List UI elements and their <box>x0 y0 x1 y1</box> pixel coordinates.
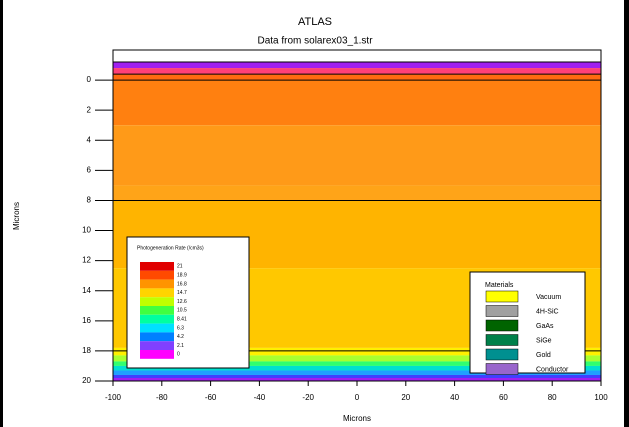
colorbar-swatch <box>140 341 174 350</box>
colorbar-swatch <box>140 314 174 324</box>
colorbar-swatch <box>140 350 174 359</box>
y-tick-label: 18 <box>82 346 91 355</box>
colorbar-label: 18.9 <box>177 273 187 279</box>
colorbar-label: 8.41 <box>177 317 187 323</box>
x-tick-label: 80 <box>548 393 557 402</box>
x-tick-label: -20 <box>302 393 314 402</box>
x-tick-label: 0 <box>355 393 360 402</box>
material-swatch <box>485 348 519 361</box>
y-tick-label: 20 <box>82 376 91 385</box>
colorbar-swatch <box>140 306 174 315</box>
frame-edge <box>0 0 3 427</box>
y-tick-label: 8 <box>87 196 92 205</box>
y-tick-label: 14 <box>82 286 91 295</box>
x-tick-label: -80 <box>156 393 168 402</box>
region-band <box>113 361 601 366</box>
colorbar-label: 10.5 <box>177 308 187 314</box>
colorbar-label: 12.6 <box>177 299 187 305</box>
region-band <box>113 365 601 371</box>
colorbar-swatch <box>140 297 174 306</box>
colorbar-label: 6.3 <box>177 325 184 331</box>
material-label: 4H-SiC <box>536 308 559 315</box>
colorbar-label: 2.1 <box>177 343 184 349</box>
region-band <box>113 347 601 356</box>
material-swatch <box>485 290 519 303</box>
x-tick-label: -100 <box>105 393 122 402</box>
colorbar-swatch <box>140 288 174 298</box>
colorbar-swatch <box>140 270 174 280</box>
region-band <box>113 68 601 75</box>
colorbar-swatch <box>140 262 174 271</box>
region-band <box>113 62 601 69</box>
colorbar-title: Photogeneration Rate (/cm3s) <box>137 245 204 251</box>
x-axis-label: Microns <box>343 414 371 423</box>
region-band <box>113 377 601 381</box>
y-tick-label: 0 <box>87 75 92 84</box>
region-band <box>113 80 601 126</box>
y-tick-label: 6 <box>87 165 92 174</box>
material-swatch <box>485 363 519 375</box>
materials-title: Materials <box>485 282 514 289</box>
colorbar-swatch <box>140 279 174 289</box>
material-label: Gold <box>536 352 551 359</box>
region-band <box>113 185 601 201</box>
material-swatch <box>485 319 519 332</box>
y-tick-label: 12 <box>82 256 91 265</box>
colorbar-label: 14.7 <box>177 290 187 296</box>
material-swatch <box>485 334 519 346</box>
material-label: GaAs <box>536 323 554 330</box>
material-swatch <box>485 305 519 317</box>
region-band <box>113 50 601 63</box>
region-band <box>113 74 601 81</box>
colorbar-label: 0 <box>177 352 180 358</box>
x-tick-label: 100 <box>594 393 608 402</box>
colorbar-swatch <box>140 323 174 333</box>
x-tick-label: -60 <box>205 393 217 402</box>
colorbar-label: 16.8 <box>177 281 187 287</box>
colorbar-label: 21 <box>177 264 183 270</box>
x-tick-label: -40 <box>254 393 266 402</box>
x-tick-label: 60 <box>499 393 508 402</box>
y-tick-label: 4 <box>87 135 92 144</box>
region-band <box>113 370 601 375</box>
x-tick-label: 20 <box>401 393 410 402</box>
material-label: Conductor <box>536 366 569 373</box>
colorbar-swatch <box>140 332 174 342</box>
colorbar-label: 4.2 <box>177 334 184 340</box>
x-tick-label: 40 <box>450 393 459 402</box>
frame-edge <box>624 0 629 427</box>
region-band <box>113 355 601 362</box>
y-tick-label: 16 <box>82 316 91 325</box>
chart-title: ATLAS <box>298 16 332 28</box>
y-tick-label: 10 <box>82 226 91 235</box>
region-band <box>113 125 601 186</box>
material-label: Vacuum <box>536 294 561 301</box>
region-band <box>113 374 601 378</box>
y-axis-label: Microns <box>12 202 21 230</box>
material-label: SiGe <box>536 337 552 344</box>
y-tick-label: 2 <box>87 105 92 114</box>
chart-subtitle: Data from solarex03_1.str <box>257 36 373 47</box>
